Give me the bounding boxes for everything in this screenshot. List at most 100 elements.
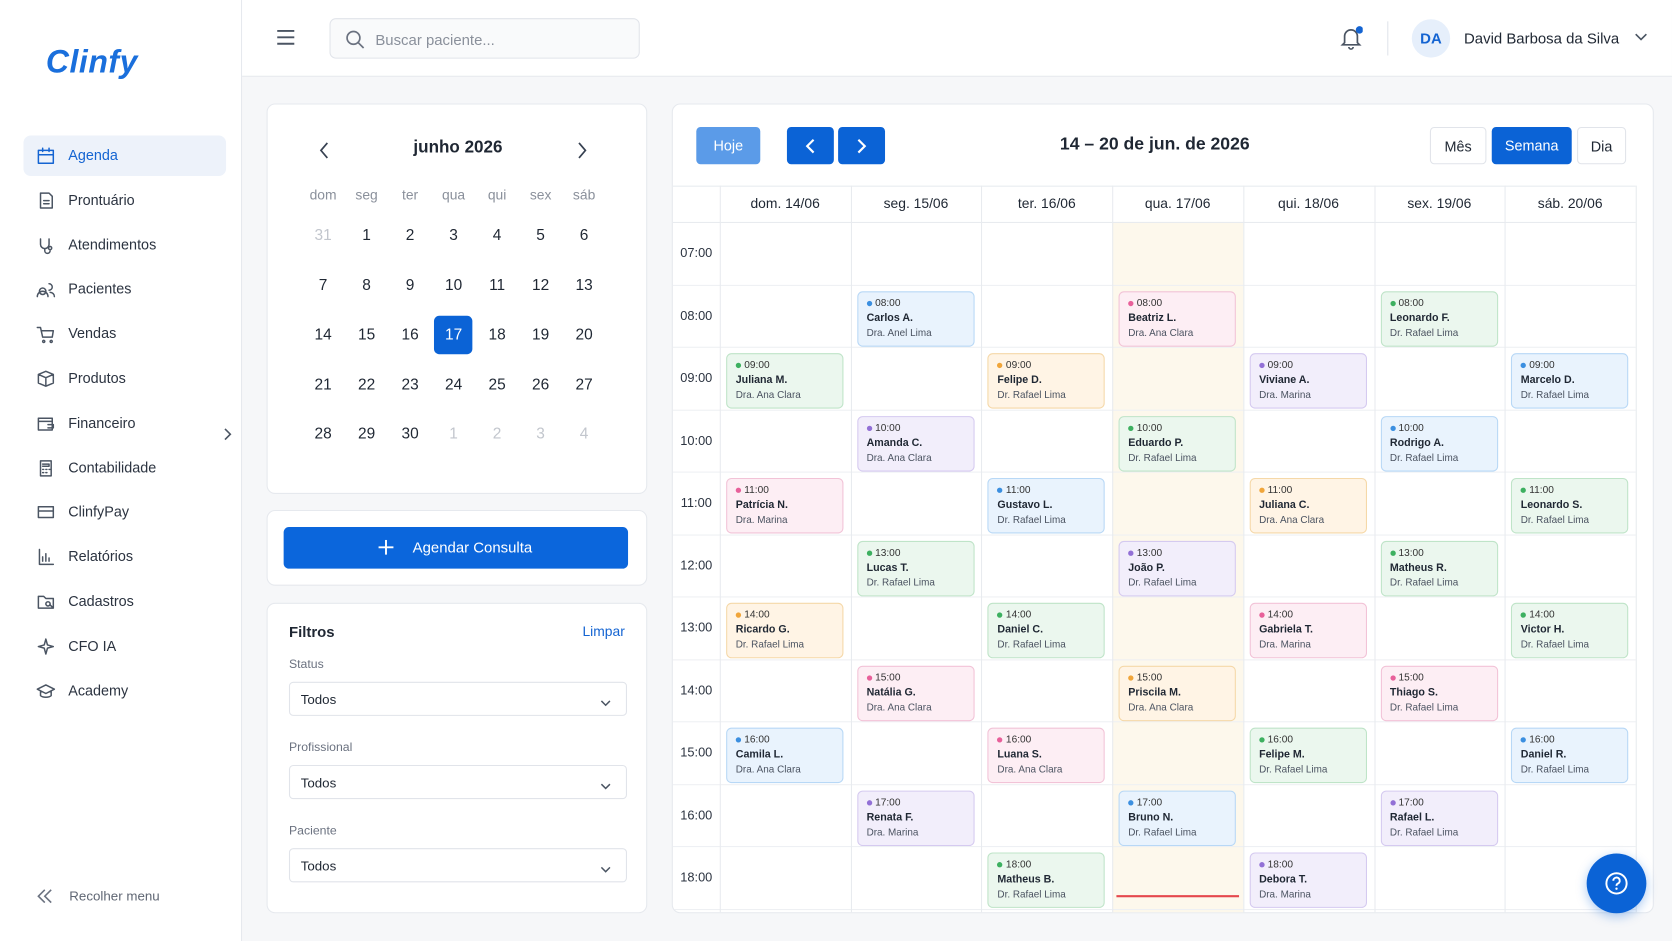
day[interactable]: 1: [449, 425, 458, 443]
nav-item[interactable]: Agenda: [23, 135, 227, 177]
day[interactable]: 31: [314, 227, 332, 245]
appointment[interactable]: 11:00 Gustavo L. Dr. Rafael Lima: [987, 477, 1106, 534]
appointment[interactable]: 18:00 Matheus B. Dr. Rafael Lima: [987, 852, 1106, 908]
day[interactable]: 7: [318, 276, 328, 294]
nav-item[interactable]: Atendimentos: [23, 225, 226, 266]
nav-item[interactable]: ClinfyPay: [23, 492, 226, 533]
day[interactable]: 2: [492, 425, 502, 443]
appointment[interactable]: 17:00 Bruno N. Dr. Rafael Lima: [1118, 790, 1236, 846]
filter-select[interactable]: Todos: [288, 848, 627, 883]
search-box[interactable]: Buscar paciente...: [329, 18, 640, 59]
view-button[interactable]: Dia: [1577, 126, 1627, 165]
day[interactable]: 1: [362, 227, 371, 245]
day[interactable]: 23: [401, 376, 419, 394]
appointment[interactable]: 16:00 Luana S. Dra. Ana Clara: [987, 727, 1106, 784]
appointment[interactable]: 11:00 Patrícia N. Dra. Marina: [726, 477, 844, 534]
help-button[interactable]: [1586, 853, 1647, 914]
next-week[interactable]: [838, 126, 886, 165]
day[interactable]: 22: [357, 376, 376, 394]
nav-item[interactable]: Financeiro: [23, 403, 232, 444]
appointment[interactable]: 13:00 Matheus R. Dr. Rafael Lima: [1380, 540, 1498, 596]
appointment[interactable]: 08:00 Carlos A. Dra. Anel Lima: [856, 290, 975, 347]
day[interactable]: 9: [405, 276, 415, 294]
user-menu-chevron[interactable]: [1635, 33, 1648, 42]
appointment[interactable]: 09:00 Juliana M. Dra. Ana Clara: [726, 353, 844, 409]
prev-month[interactable]: [319, 142, 330, 159]
day[interactable]: 28: [314, 425, 332, 443]
schedule-button[interactable]: Agendar Consulta: [283, 527, 629, 569]
nav-item[interactable]: Contabilidade: [23, 448, 226, 489]
appointment[interactable]: 14:00 Daniel C. Dr. Rafael Lima: [987, 602, 1106, 659]
appointment[interactable]: 15:00 Thiago S. Dr. Rafael Lima: [1380, 665, 1498, 721]
appointment[interactable]: 16:00 Felipe M. Dr. Rafael Lima: [1249, 727, 1367, 784]
notifications[interactable]: [1339, 26, 1363, 52]
appointment[interactable]: 13:00 Lucas T. Dr. Rafael Lima: [856, 540, 975, 596]
nav-item[interactable]: Vendas: [23, 314, 226, 355]
day[interactable]: 25: [488, 376, 506, 394]
day[interactable]: 18: [488, 326, 506, 344]
appointment[interactable]: 16:00 Camila L. Dra. Ana Clara: [726, 727, 844, 784]
nav-item[interactable]: Pacientes: [23, 269, 226, 310]
next-month[interactable]: [577, 142, 588, 159]
appointment[interactable]: 14:00 Gabriela T. Dra. Marina: [1249, 602, 1367, 659]
day[interactable]: 16: [401, 326, 419, 344]
appointment[interactable]: 15:00 Priscila M. Dra. Ana Clara: [1118, 665, 1236, 721]
day[interactable]: 3: [536, 425, 545, 443]
appointment[interactable]: 17:00 Rafael L. Dr. Rafael Lima: [1380, 790, 1498, 846]
day[interactable]: 20: [575, 326, 593, 344]
user-name[interactable]: David Barbosa da Silva: [1464, 29, 1620, 47]
filter-select[interactable]: Todos: [288, 681, 627, 716]
day-selected[interactable]: 17: [434, 315, 473, 355]
day[interactable]: 2: [405, 227, 415, 245]
day[interactable]: 11: [489, 276, 506, 294]
appointment[interactable]: 10:00 Eduardo P. Dr. Rafael Lima: [1118, 415, 1236, 472]
appointment[interactable]: 11:00 Leonardo S. Dr. Rafael Lima: [1511, 477, 1629, 534]
day[interactable]: 4: [579, 425, 589, 443]
appointment[interactable]: 18:00 Debora T. Dra. Marina: [1249, 852, 1367, 908]
day[interactable]: 27: [575, 376, 593, 394]
view-button[interactable]: Semana: [1491, 126, 1572, 165]
day[interactable]: 6: [579, 227, 589, 245]
day[interactable]: 3: [449, 227, 458, 245]
appointment[interactable]: 09:00 Marcelo D. Dr. Rafael Lima: [1511, 353, 1629, 409]
today-button[interactable]: Hoje: [696, 126, 761, 165]
menu-button[interactable]: [276, 29, 295, 46]
day[interactable]: 21: [314, 376, 332, 394]
appointment[interactable]: 16:00 Daniel R. Dr. Rafael Lima: [1511, 727, 1629, 784]
appointment[interactable]: 08:00 Leonardo F. Dr. Rafael Lima: [1380, 290, 1498, 347]
nav-item[interactable]: Prontuário: [23, 180, 226, 221]
day[interactable]: 15: [357, 326, 376, 344]
appointment[interactable]: 13:00 João P. Dr. Rafael Lima: [1118, 540, 1236, 596]
day[interactable]: 10: [444, 276, 463, 294]
appointment[interactable]: 14:00 Ricardo G. Dr. Rafael Lima: [726, 602, 844, 659]
nav-item[interactable]: CFO IA: [23, 626, 226, 667]
nav-item[interactable]: Academy: [23, 671, 226, 712]
appointment[interactable]: 14:00 Victor H. Dr. Rafael Lima: [1511, 602, 1629, 659]
nav-item[interactable]: Cadastros: [23, 581, 226, 622]
day[interactable]: 8: [362, 276, 371, 294]
day[interactable]: 12: [532, 276, 550, 294]
nav-item[interactable]: Produtos: [23, 358, 226, 399]
prev-week[interactable]: [786, 126, 834, 165]
day[interactable]: 4: [492, 227, 502, 245]
appointment[interactable]: 10:00 Amanda C. Dra. Ana Clara: [856, 415, 975, 472]
day[interactable]: 30: [401, 425, 419, 443]
appointment[interactable]: 08:00 Beatriz L. Dra. Ana Clara: [1118, 290, 1236, 347]
view-button[interactable]: Mês: [1429, 126, 1487, 165]
collapse-menu[interactable]: Recolher menu: [23, 883, 226, 909]
day[interactable]: 24: [444, 376, 463, 394]
day[interactable]: 29: [357, 425, 376, 443]
appointment[interactable]: 15:00 Natália G. Dra. Ana Clara: [856, 665, 975, 721]
appointment[interactable]: 09:00 Viviane A. Dra. Marina: [1249, 353, 1367, 409]
filters-clear[interactable]: Limpar: [582, 623, 625, 640]
day[interactable]: 5: [536, 227, 545, 245]
day[interactable]: 13: [575, 276, 593, 294]
appointment[interactable]: 09:00 Felipe D. Dr. Rafael Lima: [987, 353, 1106, 409]
day[interactable]: 19: [532, 326, 550, 344]
appointment[interactable]: 17:00 Renata F. Dra. Marina: [856, 790, 975, 846]
day[interactable]: 14: [314, 326, 332, 344]
nav-item[interactable]: Relatórios: [23, 537, 226, 578]
appointment[interactable]: 11:00 Juliana C. Dra. Ana Clara: [1249, 477, 1367, 534]
avatar[interactable]: DA: [1411, 19, 1451, 58]
filter-select[interactable]: Todos: [288, 764, 627, 800]
